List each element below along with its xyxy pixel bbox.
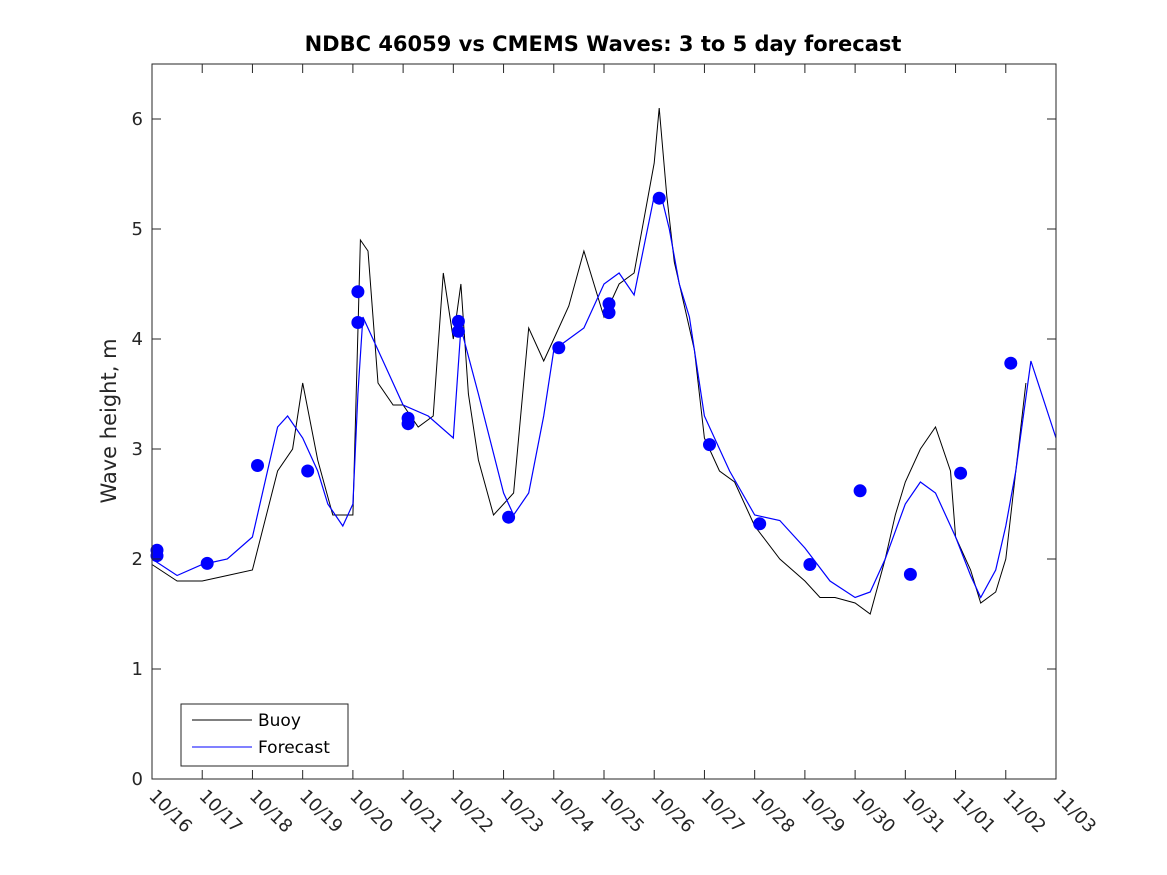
x-tick-label: 10/23	[496, 786, 548, 838]
forecast-point	[803, 558, 817, 571]
forecast-point	[451, 314, 465, 328]
forecast-point	[351, 316, 365, 329]
x-tick-label: 10/21	[396, 786, 448, 838]
x-tick-label: 10/26	[647, 786, 699, 838]
forecast-point	[451, 324, 465, 338]
x-tick-label: 11/02	[998, 786, 1050, 838]
forecast-point	[552, 341, 566, 355]
x-tick-label: 10/29	[797, 786, 849, 838]
x-tick-label: 10/16	[144, 786, 196, 838]
legend: Buoy Forecast	[180, 703, 349, 767]
x-tick-label: 11/03	[1048, 786, 1100, 838]
legend-box	[180, 703, 349, 767]
chart-title: NDBC 46059 vs CMEMS Waves: 3 to 5 day fo…	[305, 32, 902, 56]
x-tick-label: 10/30	[848, 786, 900, 838]
forecast-point	[954, 466, 968, 480]
forecast-point	[301, 464, 315, 478]
x-tick-label: 10/22	[446, 786, 498, 838]
x-tick-label: 10/31	[898, 786, 950, 838]
y-tick-label: 5	[132, 219, 143, 240]
forecast-point	[652, 191, 666, 205]
x-tick-label: 10/19	[295, 786, 347, 838]
forecast-point	[703, 438, 716, 452]
buoy-series-line	[151, 107, 1027, 615]
y-tick-label: 0	[132, 769, 143, 790]
x-tick-label: 10/17	[195, 786, 247, 838]
forecast-point	[200, 556, 214, 570]
forecast-point	[251, 459, 264, 472]
x-tick-label: 10/20	[345, 786, 397, 838]
x-tick-label: 10/27	[697, 786, 749, 838]
y-axis-label: Wave height, m	[97, 338, 121, 503]
forecast-point	[502, 510, 516, 524]
forecast-point	[1004, 356, 1018, 370]
legend-forecast-label: Forecast	[258, 738, 330, 758]
forecast-series-line	[151, 195, 1057, 599]
forecast-point	[903, 567, 917, 581]
x-tick-label: 10/25	[596, 786, 648, 838]
plot-area	[152, 64, 1056, 779]
y-tick-label: 2	[132, 549, 143, 570]
x-tick-label: 10/28	[747, 786, 799, 838]
x-tick-label: 10/18	[245, 786, 297, 838]
forecast-point	[853, 484, 867, 498]
x-tick-label: 10/24	[546, 786, 598, 838]
x-tick-label: 11/01	[948, 786, 1000, 838]
forecast-point	[753, 517, 767, 531]
y-tick-label: 6	[132, 109, 143, 130]
y-tick-label: 3	[132, 439, 143, 460]
forecast-point	[602, 306, 616, 320]
forecast-point	[401, 417, 415, 431]
y-tick-label: 1	[132, 659, 143, 680]
y-tick-label: 4	[132, 329, 143, 350]
legend-buoy-label: Buoy	[258, 711, 301, 731]
forecast-point	[351, 285, 365, 299]
